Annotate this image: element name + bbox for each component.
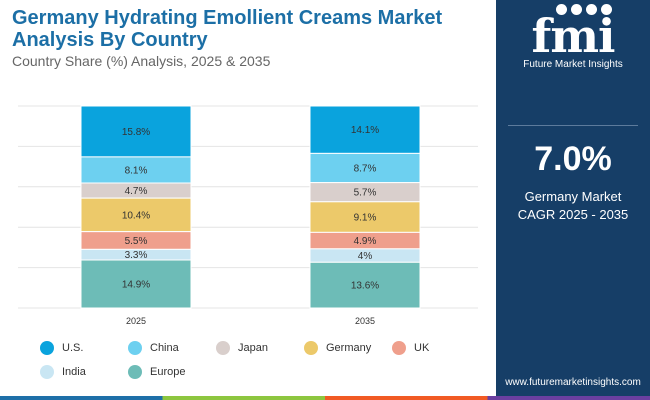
logo-dot-icon [556, 4, 567, 15]
data-label: 8.7% [354, 164, 377, 175]
legend-item: Europe [128, 365, 216, 379]
logo-dot-icon [571, 4, 582, 15]
legend-item: U.S. [40, 341, 128, 355]
bar-segment [309, 261, 421, 309]
legend-label: China [150, 342, 179, 354]
data-label: 3.3% [125, 250, 148, 261]
sidebar-divider [508, 125, 638, 126]
data-label: 4% [358, 251, 373, 262]
legend-swatch [40, 341, 54, 355]
data-label: 14.9% [122, 279, 150, 290]
cagr-label: Germany Market CAGR 2025 - 2035 [496, 188, 650, 224]
data-label: 8.1% [125, 165, 148, 176]
legend-label: Europe [150, 366, 186, 378]
legend-label: India [62, 366, 86, 378]
data-label: 4.7% [125, 186, 148, 197]
legend-swatch [304, 341, 318, 355]
fmi-logo: fmi Future Market Insights [496, 4, 650, 70]
cagr-value: 7.0% [534, 140, 612, 178]
legend-swatch [392, 341, 406, 355]
page-title: Germany Hydrating Emollient Creams Marke… [12, 7, 443, 51]
website-link[interactable]: www.futuremarketinsights.com [505, 377, 641, 388]
data-label: 9.1% [354, 213, 377, 224]
logo-caption: Future Market Insights [523, 59, 623, 70]
logo-icons [518, 4, 650, 15]
x-tick-label: 2035 [355, 316, 375, 326]
chart-legend: U.S. China Japan Germany UK India Europe [40, 341, 490, 379]
page-subtitle: Country Share (%) Analysis, 2025 & 2035 [12, 53, 271, 69]
logo-dot-icon [586, 4, 597, 15]
legend-swatch [216, 341, 230, 355]
data-label: 5.5% [125, 236, 148, 247]
data-label: 5.7% [354, 188, 377, 199]
bar-segment [80, 156, 192, 184]
legend-label: UK [414, 342, 430, 354]
legend-item: China [128, 341, 216, 355]
legend-swatch [40, 365, 54, 379]
data-label: 13.6% [351, 281, 379, 292]
legend-item: UK [392, 341, 480, 355]
bar-segment [80, 105, 192, 158]
bar-segment [309, 105, 421, 154]
data-label: 14.1% [351, 125, 379, 136]
legend-label: Germany [326, 342, 372, 354]
legend-label: U.S. [62, 342, 84, 354]
bottom-accent-bar [0, 396, 650, 400]
logo-wordmark: fmi [531, 9, 616, 63]
x-tick-label: 2025 [126, 316, 146, 326]
data-label: 15.8% [122, 127, 150, 138]
cagr-label-line2: CAGR 2025 - 2035 [517, 207, 629, 222]
bar-segment [80, 259, 192, 309]
legend-label: Japan [238, 342, 268, 354]
legend-swatch [128, 365, 142, 379]
legend-item: Germany [304, 341, 392, 355]
logo-dot-icon [601, 4, 612, 15]
sidebar-panel: fmi Future Market Insights 7.0% Germany … [496, 0, 650, 400]
cagr-label-line1: Germany Market [524, 189, 622, 204]
legend-swatch [128, 341, 142, 355]
legend-item: India [40, 365, 128, 379]
bar-segment [80, 197, 192, 233]
stacked-bar-chart: 15.8% 8.1% 4.7% 10.4% 5.5% 3.3% 14.9% 2025 14.1%… [18, 105, 478, 326]
data-label: 4.9% [354, 236, 377, 247]
legend-item: Japan [216, 341, 304, 355]
data-label: 10.4% [122, 210, 150, 221]
